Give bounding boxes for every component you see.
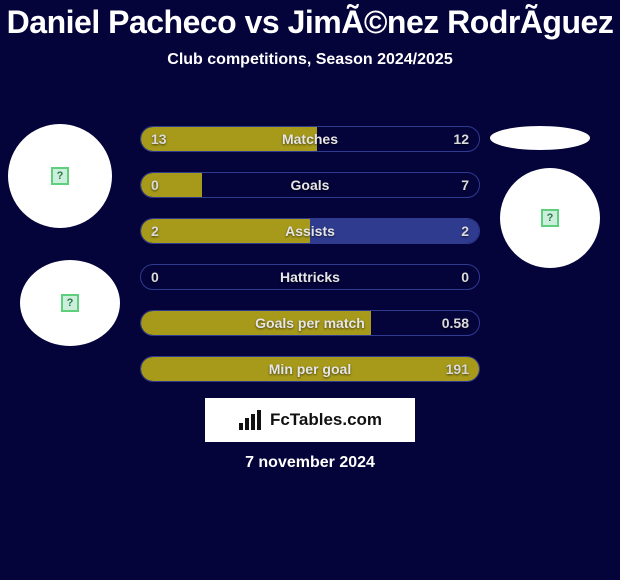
stat-label: Goals per match — [141, 311, 479, 335]
stat-row: Min per goal191 — [140, 356, 480, 382]
stat-row: 13Matches12 — [140, 126, 480, 152]
stat-label: Min per goal — [141, 357, 479, 381]
stat-value-right: 2 — [461, 219, 469, 243]
avatar-left-bottom: ? — [20, 260, 120, 346]
stat-label: Hattricks — [141, 265, 479, 289]
stat-row: 2Assists2 — [140, 218, 480, 244]
watermark: FcTables.com — [205, 398, 415, 442]
stat-row: 0Goals7 — [140, 172, 480, 198]
avatar-right: ? — [500, 168, 600, 268]
stat-value-right: 191 — [446, 357, 469, 381]
stat-label: Matches — [141, 127, 479, 151]
stat-row: Goals per match0.58 — [140, 310, 480, 336]
watermark-text: FcTables.com — [270, 410, 382, 430]
image-placeholder-icon: ? — [541, 209, 559, 227]
image-placeholder-icon: ? — [61, 294, 79, 312]
stat-value-right: 12 — [453, 127, 469, 151]
page-subtitle: Club competitions, Season 2024/2025 — [0, 51, 620, 69]
page-title: Daniel Pacheco vs JimÃ©nez RodrÃ­guez — [0, 0, 620, 41]
stat-value-right: 0 — [461, 265, 469, 289]
stat-label: Goals — [141, 173, 479, 197]
image-placeholder-icon: ? — [51, 167, 69, 185]
date-label: 7 november 2024 — [0, 454, 620, 472]
bars-icon — [238, 409, 264, 431]
stat-label: Assists — [141, 219, 479, 243]
stat-value-right: 0.58 — [442, 311, 469, 335]
stat-row: 0Hattricks0 — [140, 264, 480, 290]
avatar-right-ellipse — [490, 126, 590, 150]
stats-block: 13Matches120Goals72Assists20Hattricks0Go… — [140, 126, 480, 402]
avatar-left-top: ? — [8, 124, 112, 228]
stat-value-right: 7 — [461, 173, 469, 197]
